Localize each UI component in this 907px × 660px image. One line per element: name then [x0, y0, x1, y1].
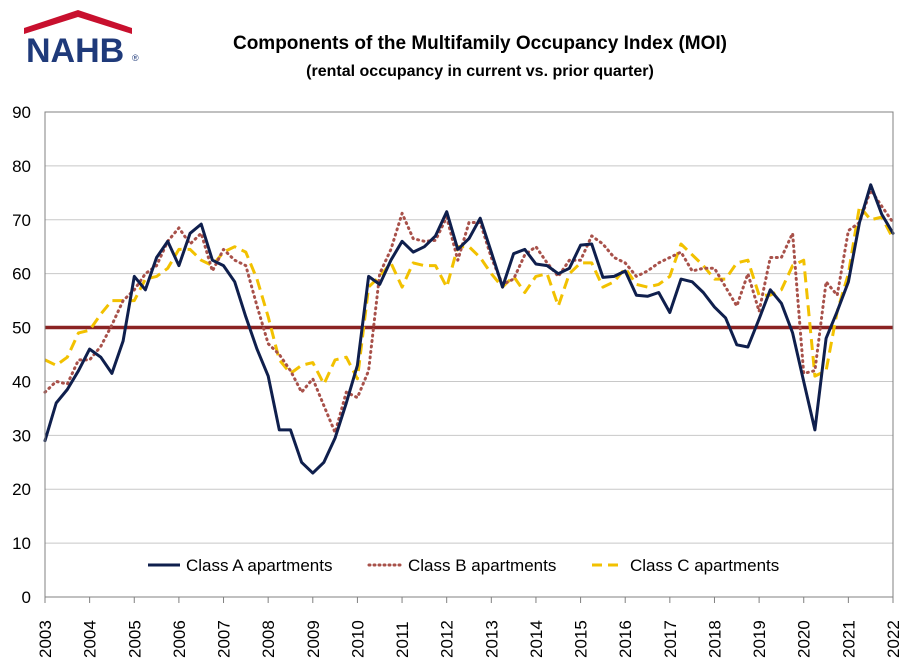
x-tick-label: 2020 [795, 620, 814, 658]
plot-border [44, 111, 894, 598]
nahb-logo: NAHB ® [24, 10, 139, 70]
x-tick-label: 2003 [36, 620, 55, 658]
x-tick-label: 2011 [393, 621, 412, 658]
x-tick-label: 2016 [616, 620, 635, 658]
x-tick-label: 2004 [81, 620, 100, 658]
series-line-class-c [44, 204, 895, 386]
chart-title: Components of the Multifamily Occupancy … [233, 33, 727, 54]
series-line-class-b [43, 188, 895, 435]
series-line-class-a [43, 183, 895, 475]
x-tick-label: 2010 [348, 620, 367, 658]
series-lines [43, 183, 895, 475]
x-tick-label: 2015 [572, 620, 591, 658]
legend-item-class-b: Class B apartments [367, 556, 556, 575]
x-tick-label: 2014 [527, 620, 546, 658]
legend-label-class-b: Class B apartments [408, 556, 556, 575]
x-tick-label: 2008 [259, 620, 278, 658]
logo-registered-mark: ® [132, 53, 139, 63]
x-tick-label: 2021 [839, 620, 858, 658]
legend-label-class-a: Class A apartments [186, 556, 332, 575]
y-tick-label: 10 [12, 534, 31, 553]
y-tick-label: 0 [22, 588, 31, 607]
x-tick-label: 2019 [750, 620, 769, 658]
x-tick-label: 2005 [125, 620, 144, 658]
logo-roof-icon [24, 10, 132, 34]
legend-label-class-c: Class C apartments [630, 556, 779, 575]
x-tick-label: 2018 [705, 620, 724, 658]
y-tick-label: 40 [12, 372, 31, 391]
y-tick-label: 20 [12, 480, 31, 499]
x-tick-label: 2022 [884, 620, 903, 658]
logo-text: NAHB [26, 32, 124, 70]
x-tick-label: 2009 [304, 620, 323, 658]
gridlines [45, 111, 893, 598]
chart-subtitle: (rental occupancy in current vs. prior q… [306, 63, 654, 80]
x-tick-label: 2007 [215, 620, 234, 658]
x-axis-tick-labels: 2003 2004 2005 2006 2007 2008 2009 2010 2011 2012… [36, 597, 903, 658]
y-tick-label: 90 [12, 103, 31, 122]
y-tick-label: 60 [12, 265, 31, 284]
y-tick-label: 30 [12, 426, 31, 445]
x-tick-label: 2013 [482, 620, 501, 658]
y-tick-label: 80 [12, 157, 31, 176]
x-tick-label: 2012 [438, 620, 457, 658]
y-axis-tick-labels: 0 10 20 30 40 50 60 70 80 90 [12, 103, 31, 607]
legend-item-class-c: Class C apartments [592, 556, 779, 575]
y-tick-label: 50 [12, 319, 31, 338]
y-tick-label: 70 [12, 211, 31, 230]
legend-item-class-a: Class A apartments [148, 556, 332, 575]
legend: Class A apartments Class B apartments Cl… [148, 556, 779, 575]
x-tick-label: 2017 [661, 620, 680, 658]
x-tick-label: 2006 [170, 620, 189, 658]
